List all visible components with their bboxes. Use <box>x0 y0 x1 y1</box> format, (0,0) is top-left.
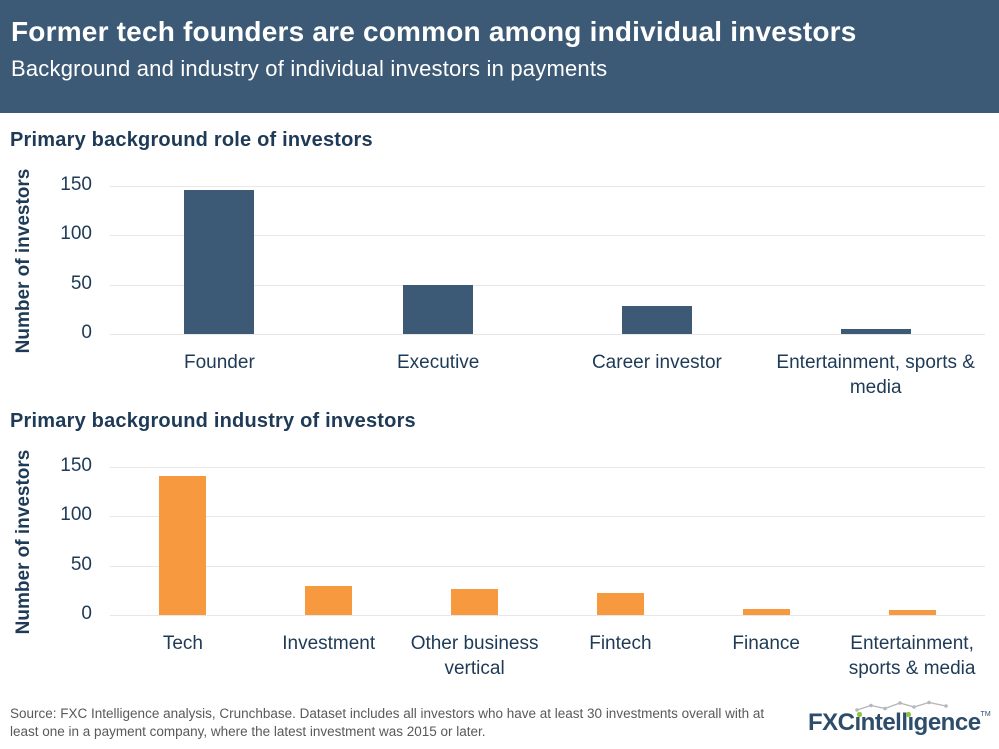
y-tick-label: 150 <box>60 455 92 476</box>
industry-chart-section: Primary background industry of investors… <box>0 406 999 695</box>
category-label: Executive <box>397 352 480 373</box>
fxc-intelligence-logo: FXCıntellıgenceTM <box>806 699 996 745</box>
role-bar-plot: 0 50 100 150 Founder Executive Career investor… <box>0 125 999 410</box>
bar <box>451 589 499 615</box>
logo-text-intelligence: ıntellıgence <box>854 709 982 736</box>
gridline <box>110 334 985 335</box>
gridline <box>110 467 985 468</box>
industry-chart-heading: Primary background industry of investors <box>10 410 416 432</box>
y-tick-label: 50 <box>70 272 92 294</box>
gridline <box>110 284 985 286</box>
industry-bar-plot: 0 50 100 150 Tech Investment Other business ve… <box>0 406 999 691</box>
chart-title: Former tech founders are common among in… <box>11 16 857 47</box>
bar <box>888 610 936 615</box>
category-label: Investment <box>282 633 376 654</box>
bar <box>621 306 692 334</box>
y-tick-label: 100 <box>60 223 92 245</box>
bar <box>596 593 644 615</box>
category-label: Founder <box>184 352 255 373</box>
bar <box>840 329 911 334</box>
bar <box>159 475 207 615</box>
bar <box>742 609 790 615</box>
y-tick-label: 0 <box>81 322 92 343</box>
logo-trademark: TM <box>980 711 991 718</box>
category-label: Finance <box>732 633 800 654</box>
logo-i-dot-icon <box>906 712 911 717</box>
gridline <box>110 565 985 567</box>
role-chart-heading: Primary background role of investors <box>10 129 373 151</box>
category-label: Career investor <box>591 352 722 373</box>
y-tick-label: 100 <box>60 504 92 526</box>
category-label: Entertainment, sports & media <box>776 352 975 399</box>
category-label: Fintech <box>589 633 652 654</box>
gridline <box>110 516 985 518</box>
bar <box>403 284 474 334</box>
role-chart-section: Primary background role of investors Num… <box>0 125 999 410</box>
category-label: Tech <box>162 633 203 654</box>
gridline <box>110 235 985 237</box>
header-banner: Former tech founders are common among in… <box>0 0 999 113</box>
category-label: Other business vertical <box>410 633 539 680</box>
bar <box>184 189 255 334</box>
logo-text-fxc: FXC <box>808 709 855 736</box>
bar <box>305 586 353 615</box>
y-tick-label: 50 <box>70 553 92 575</box>
y-tick-label: 0 <box>81 603 92 624</box>
chart-subtitle: Background and industry of individual in… <box>11 55 608 81</box>
gridline <box>110 186 985 187</box>
y-tick-label: 150 <box>60 174 92 195</box>
logo-i-dot-icon <box>857 712 862 717</box>
source-note: Source: FXC Intelligence analysis, Crunc… <box>10 706 765 740</box>
gridline <box>110 615 985 616</box>
category-label: Entertainment, sports & media <box>848 633 976 680</box>
logo-wordmark: FXCıntellıgenceTM <box>808 709 991 737</box>
logo-sparkline-icon <box>855 700 948 712</box>
